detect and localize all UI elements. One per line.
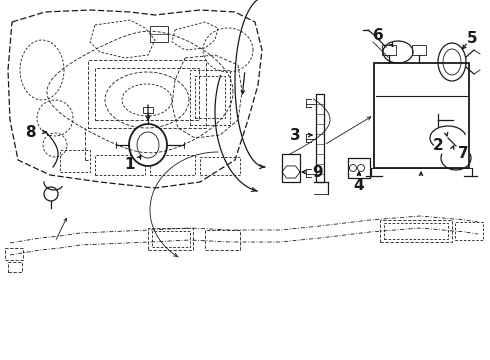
Bar xyxy=(148,228,193,250)
Bar xyxy=(60,150,90,172)
Bar xyxy=(412,45,426,55)
Text: 4: 4 xyxy=(354,177,364,193)
Bar xyxy=(374,63,469,168)
Text: 7: 7 xyxy=(458,145,468,161)
Text: 5: 5 xyxy=(466,31,477,45)
Text: 6: 6 xyxy=(372,27,383,42)
Text: 8: 8 xyxy=(24,125,35,140)
Bar xyxy=(282,154,300,182)
Bar xyxy=(190,70,230,125)
Text: 3: 3 xyxy=(290,127,300,143)
Text: 9: 9 xyxy=(313,165,323,180)
Bar xyxy=(150,155,195,175)
Bar xyxy=(205,230,240,250)
Bar xyxy=(95,155,145,175)
Ellipse shape xyxy=(129,124,167,166)
Bar xyxy=(382,45,396,55)
Bar xyxy=(95,68,199,120)
Bar xyxy=(150,26,168,42)
Bar xyxy=(152,231,190,247)
Bar xyxy=(143,107,153,113)
Text: 1: 1 xyxy=(125,157,135,171)
Bar xyxy=(8,262,22,272)
Bar xyxy=(195,76,225,118)
Bar xyxy=(316,94,324,182)
Bar xyxy=(380,220,452,242)
Bar xyxy=(384,223,448,239)
Bar xyxy=(5,248,23,260)
Text: 2: 2 xyxy=(433,138,443,153)
Bar xyxy=(348,158,370,178)
Bar xyxy=(88,60,206,128)
Bar xyxy=(200,157,240,175)
Bar xyxy=(455,222,483,240)
